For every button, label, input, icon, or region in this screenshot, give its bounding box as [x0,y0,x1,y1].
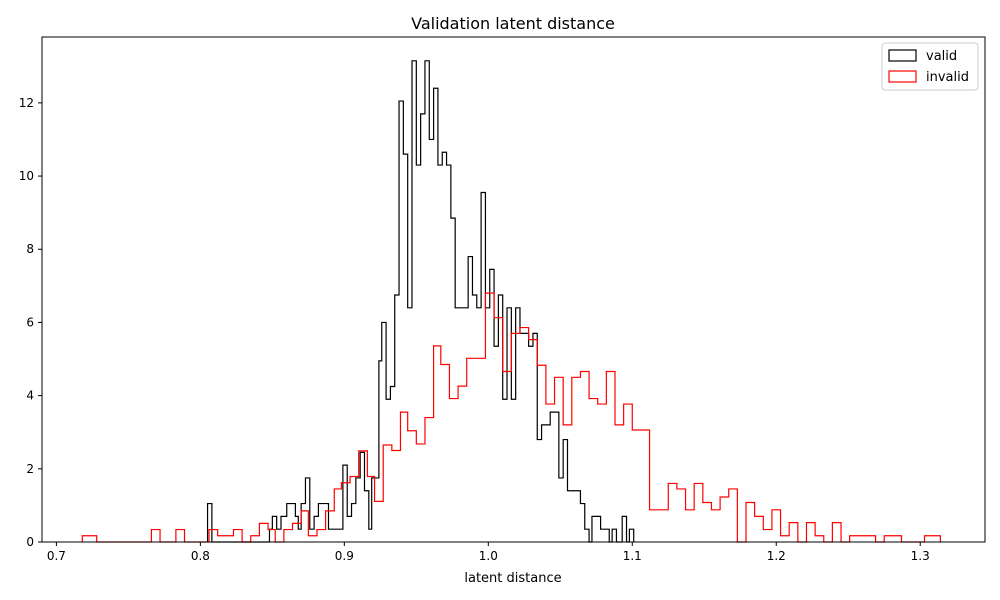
y-tick-label: 12 [19,96,34,110]
y-tick-label: 10 [19,169,34,183]
y-tick-label: 6 [26,315,34,329]
x-axis-label: latent distance [464,571,561,586]
y-tick-label: 4 [26,389,34,403]
y-tick-label: 8 [26,242,34,256]
x-tick-label: 1.1 [623,549,642,563]
x-tick-label: 1.0 [479,549,498,563]
x-tick-label: 0.8 [191,549,210,563]
legend-box [881,42,979,91]
x-tick-label: 1.3 [911,549,930,563]
y-tick-label: 0 [26,535,34,549]
y-axis-ticks: 0 2 4 6 8 10 12 [19,96,42,549]
legend: valid invalid [881,42,979,91]
legend-label-invalid: invalid [926,70,969,85]
series-valid-step [206,60,635,543]
plot-frame [41,36,986,543]
legend-swatch-invalid [888,70,917,83]
y-tick-label: 2 [26,462,34,476]
legend-swatch-valid [888,49,917,62]
x-tick-label: 1.2 [767,549,786,563]
x-tick-label: 0.9 [335,549,354,563]
legend-label-valid: valid [926,49,957,64]
x-tick-label: 0.7 [47,549,66,563]
plot-series [81,60,941,543]
chart-title: Validation latent distance [411,14,615,33]
x-axis-ticks: 0.7 0.8 0.9 1.0 1.1 1.2 1.3 [47,542,930,563]
